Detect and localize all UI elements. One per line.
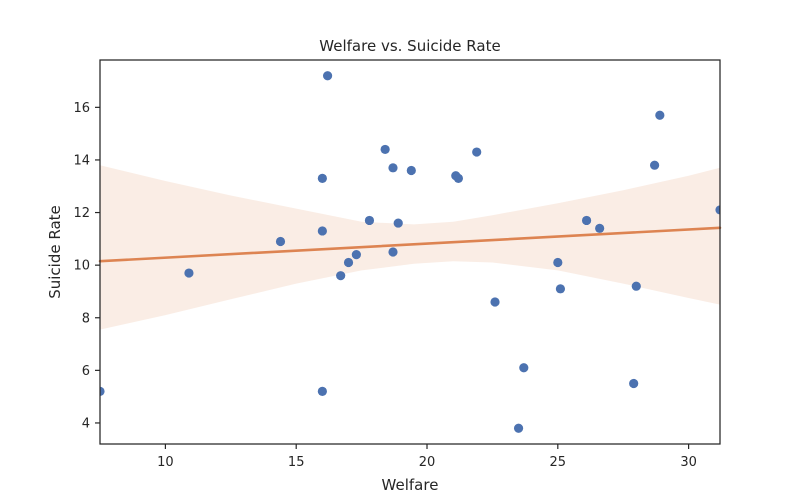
- data-point: [322, 71, 333, 81]
- data-point: [629, 378, 639, 389]
- data-point: [631, 281, 641, 291]
- data-point: [649, 160, 660, 170]
- regression-line-layer: [98, 226, 722, 263]
- data-point: [553, 257, 563, 268]
- confidence-band-layer: [100, 165, 720, 330]
- data-point: [393, 218, 403, 228]
- confidence-band: [100, 165, 720, 330]
- y-tick-label: 6: [82, 364, 90, 379]
- x-tick-label: 25: [550, 455, 567, 470]
- data-point: [595, 223, 605, 233]
- data-point: [184, 268, 194, 278]
- x-tick-label: 15: [288, 455, 305, 470]
- chart-title: Welfare vs. Suicide Rate: [319, 37, 500, 55]
- data-point: [388, 163, 398, 173]
- regression-line: [98, 226, 722, 263]
- x-tick-label: 20: [419, 455, 436, 470]
- data-point: [406, 165, 416, 176]
- data-point: [380, 144, 390, 155]
- x-tick-label: 30: [680, 455, 697, 470]
- y-tick-label: 8: [82, 311, 90, 326]
- data-point: [364, 215, 375, 226]
- data-point: [715, 205, 720, 215]
- data-point: [317, 386, 327, 396]
- data-point: [519, 363, 529, 373]
- y-tick-label: 10: [73, 259, 90, 274]
- data-point: [453, 173, 463, 183]
- y-tick-label: 16: [73, 101, 90, 116]
- data-point: [336, 271, 346, 281]
- data-point: [513, 423, 524, 433]
- data-point: [472, 147, 482, 157]
- data-point: [581, 215, 592, 226]
- data-point: [100, 386, 105, 396]
- data-point: [490, 297, 500, 307]
- data-point: [317, 173, 327, 183]
- data-point: [317, 226, 327, 236]
- y-tick-label: 4: [82, 416, 90, 431]
- y-axis-ticks: 4 6 8 10 12 14 16: [73, 101, 100, 431]
- x-axis-label: Welfare: [382, 476, 439, 494]
- y-tick-label: 12: [73, 206, 90, 221]
- data-point: [275, 236, 286, 247]
- data-point: [555, 284, 566, 294]
- x-axis-ticks: 10 15 20 25 30: [157, 444, 697, 470]
- data-point: [343, 257, 354, 268]
- data-point: [351, 250, 361, 260]
- y-axis-label: Suicide Rate: [46, 205, 64, 299]
- x-tick-label: 10: [157, 455, 174, 470]
- data-point: [388, 247, 398, 257]
- plot-frame: [99, 59, 721, 445]
- data-point: [655, 110, 665, 120]
- data-points-layer: [100, 71, 720, 433]
- y-tick-label: 14: [73, 153, 90, 168]
